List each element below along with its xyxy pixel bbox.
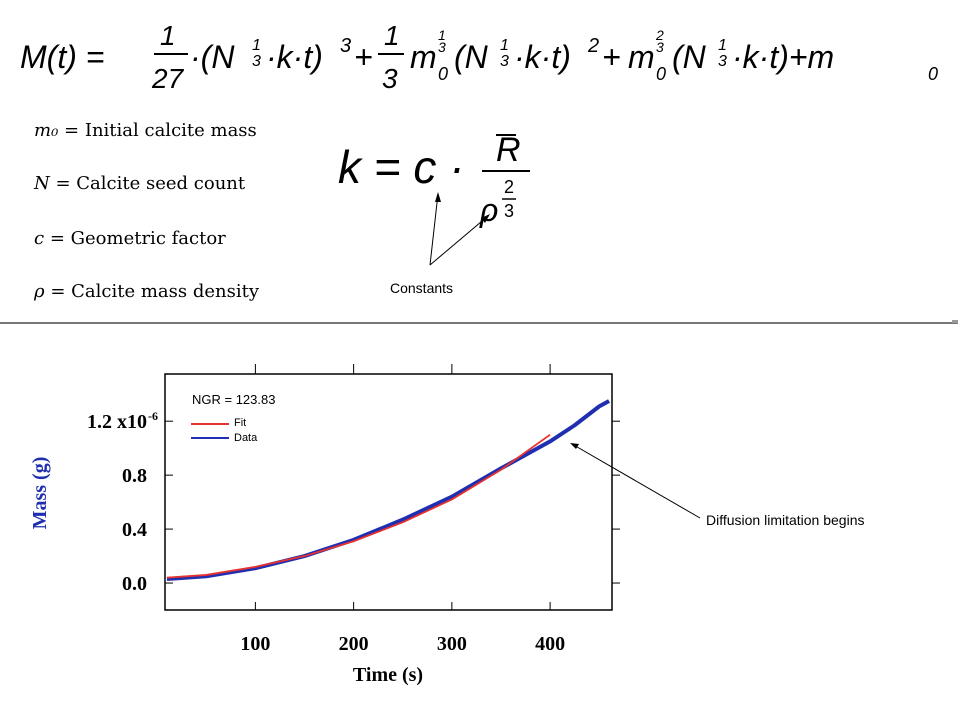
svg-text:27: 27 bbox=[151, 63, 185, 94]
chart-title: NGR = 123.83 bbox=[192, 392, 275, 407]
svg-text:1: 1 bbox=[384, 20, 400, 51]
series-line-data bbox=[166, 399, 611, 581]
svg-text:·(N: ·(N bbox=[190, 39, 235, 75]
svg-text:2: 2 bbox=[655, 27, 664, 43]
svg-text:m: m bbox=[628, 39, 655, 75]
svg-text:3: 3 bbox=[718, 53, 727, 70]
diffusion-arrowhead bbox=[570, 443, 579, 449]
svg-text:·k·t): ·k·t) bbox=[514, 39, 571, 75]
plot-frame bbox=[164, 373, 613, 611]
svg-text:(N: (N bbox=[672, 39, 707, 75]
divider bbox=[0, 322, 958, 324]
svg-text:2: 2 bbox=[504, 177, 514, 197]
y-tick-label: 1.2 x10 bbox=[87, 411, 147, 433]
svg-text:+: + bbox=[354, 39, 373, 75]
svg-text:3: 3 bbox=[500, 53, 509, 70]
constants-label: Constants bbox=[390, 280, 454, 296]
divider-end-mark bbox=[952, 320, 958, 323]
svg-text:·k·t): ·k·t) bbox=[266, 39, 323, 75]
legend-fit-label: Fit bbox=[234, 417, 246, 429]
definition-m0: m₀ = Initial calcite mass bbox=[34, 120, 257, 141]
svg-text:3: 3 bbox=[382, 63, 398, 94]
y-tick-label: 0.0 bbox=[122, 573, 147, 595]
svg-text:1: 1 bbox=[718, 37, 727, 54]
mass-time-chart: 100 200 300 400 0.0 0.4 0.8 1.2 x10 NGR = 123.8… bbox=[29, 364, 865, 686]
y-tick-label: 0.8 bbox=[122, 465, 147, 487]
y-exponent: -6 bbox=[148, 409, 158, 423]
x-tick-label: 100 bbox=[240, 633, 270, 655]
svg-text:0: 0 bbox=[928, 64, 938, 84]
svg-text:3: 3 bbox=[504, 201, 514, 221]
y-tick-label: 0.4 bbox=[122, 519, 147, 541]
svg-text:1: 1 bbox=[500, 37, 509, 54]
svg-text:(N: (N bbox=[454, 39, 489, 75]
svg-text:3: 3 bbox=[438, 39, 446, 55]
diffusion-label: Diffusion limitation begins bbox=[706, 512, 865, 528]
svg-text:3: 3 bbox=[340, 35, 351, 57]
x-tick-label: 400 bbox=[535, 633, 565, 655]
svg-text:1: 1 bbox=[252, 37, 261, 54]
svg-text:M(t) =: M(t) = bbox=[20, 39, 104, 75]
diffusion-arrow bbox=[571, 443, 701, 519]
x-axis-label: Time (s) bbox=[353, 664, 423, 686]
x-tick-label: 200 bbox=[339, 633, 369, 655]
constants-arrows bbox=[429, 192, 490, 266]
svg-text:2: 2 bbox=[587, 35, 599, 57]
svg-text:1: 1 bbox=[438, 27, 446, 43]
definition-c: c = Geometric factor bbox=[34, 228, 226, 249]
y-axis-label: Mass (g) bbox=[29, 457, 51, 530]
svg-text:k = c ·: k = c · bbox=[338, 141, 465, 193]
svg-text:0: 0 bbox=[656, 64, 666, 84]
series-line-fit bbox=[166, 433, 551, 579]
k-equation: k = c · R ρ 2 3 bbox=[338, 131, 530, 228]
x-tick-label: 300 bbox=[437, 633, 467, 655]
svg-text:1: 1 bbox=[160, 20, 176, 51]
svg-text:0: 0 bbox=[438, 64, 448, 84]
svg-text:·k·t)+m: ·k·t)+m bbox=[732, 39, 834, 75]
svg-text:3: 3 bbox=[656, 39, 664, 55]
definition-n: N = Calcite seed count bbox=[34, 173, 246, 194]
legend-data-label: Data bbox=[234, 432, 258, 444]
svg-text:R: R bbox=[496, 131, 521, 169]
svg-text:3: 3 bbox=[252, 53, 261, 70]
svg-text:+: + bbox=[602, 39, 621, 75]
svg-text:m: m bbox=[410, 39, 437, 75]
definition-rho: ρ = Calcite mass density bbox=[34, 281, 259, 302]
